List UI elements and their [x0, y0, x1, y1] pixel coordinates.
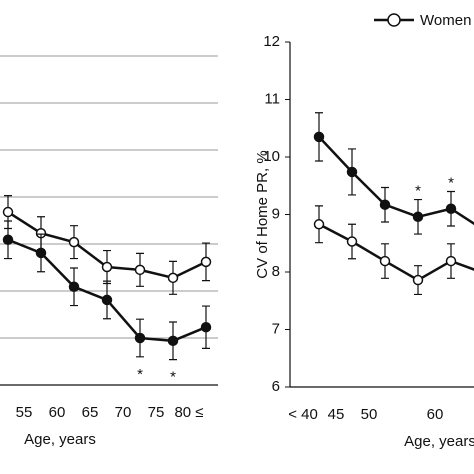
y-tick-label: 11 — [264, 90, 280, 107]
x-tick-label: 45 — [328, 406, 345, 423]
y-tick-label: 10 — [263, 148, 280, 165]
data-point — [445, 255, 457, 267]
x-tick-label: < 40 — [288, 406, 318, 423]
data-point — [134, 264, 146, 276]
data-point — [412, 274, 424, 286]
y-axis-title: CV of Home PR, % — [254, 150, 271, 278]
y-tick-label: 7 — [272, 320, 280, 337]
data-point — [167, 272, 179, 284]
data-point — [134, 332, 146, 344]
annotation: * — [170, 369, 176, 386]
data-point — [379, 199, 391, 210]
data-point — [101, 294, 113, 306]
data-point — [313, 219, 325, 230]
legend-marker — [387, 13, 401, 27]
x-tick-label: 70 — [115, 404, 132, 421]
data-point — [412, 211, 424, 223]
annotation: * — [415, 183, 421, 200]
x-axis-title: Age, years — [404, 433, 474, 450]
x-tick-label: 60 — [427, 406, 444, 423]
data-point — [35, 247, 47, 259]
data-point — [68, 281, 80, 293]
x-tick-label: 75 — [148, 404, 165, 421]
x-tick-label: 50 — [361, 406, 378, 423]
y-tick-label: 9 — [272, 205, 280, 222]
data-point — [167, 335, 179, 347]
y-tick-label: 8 — [272, 263, 280, 280]
data-point — [200, 321, 212, 333]
data-point — [2, 206, 14, 218]
annotation: * — [448, 174, 454, 191]
data-point — [313, 131, 325, 143]
y-tick-label: 6 — [272, 378, 280, 395]
annotation: * — [137, 366, 143, 383]
legend-label: Women — [420, 12, 471, 29]
x-tick-label: 65 — [82, 404, 99, 421]
data-point — [445, 203, 457, 214]
data-point — [346, 166, 358, 178]
series-line — [318, 223, 474, 282]
data-point — [379, 255, 391, 267]
x-axis-title: Age, years — [24, 431, 96, 448]
data-point — [200, 256, 212, 268]
series-line — [318, 136, 474, 226]
x-tick-label: 55 — [16, 404, 33, 421]
data-point — [2, 234, 14, 246]
data-point — [346, 236, 358, 247]
data-point — [68, 236, 80, 248]
x-tick-label: 80 ≤ — [174, 404, 203, 421]
y-tick-label: 12 — [263, 33, 280, 50]
x-tick-label: 60 — [49, 404, 66, 421]
data-point — [101, 261, 113, 273]
